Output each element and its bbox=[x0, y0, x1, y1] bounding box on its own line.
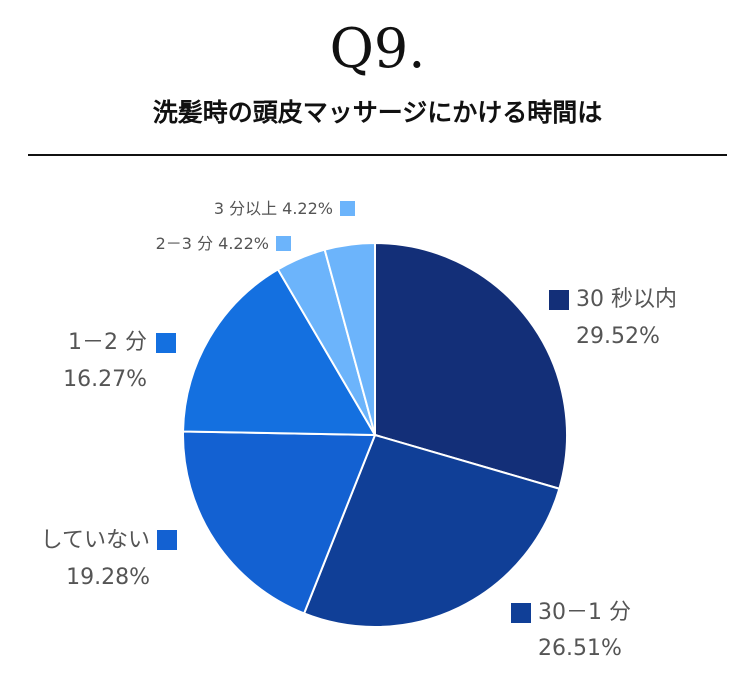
legend-swatch bbox=[157, 530, 177, 550]
legend-swatch bbox=[156, 333, 176, 353]
pie-slice bbox=[323, 241, 376, 436]
slice-label: 2－3 分 4.22% bbox=[156, 234, 269, 253]
slice-label: 3 分以上 4.22% bbox=[214, 199, 333, 218]
legend-swatch bbox=[511, 603, 531, 623]
chart-subtitle: 洗髪時の頭皮マッサージにかける時間は bbox=[152, 98, 603, 127]
slice-percent-label: 16.27% bbox=[63, 367, 147, 392]
pie-slice bbox=[374, 241, 568, 490]
question-number: Q9. bbox=[329, 17, 426, 80]
pie-labels: 30 秒以内 29.52% 30－1 分 26.51% していない 19.28% 1－2 分… bbox=[41, 199, 677, 661]
pie-slice bbox=[302, 433, 561, 628]
pie-slices bbox=[182, 241, 568, 628]
slice-name-label: 30－1 分 bbox=[538, 600, 631, 625]
slice-name-label: 30 秒以内 bbox=[576, 287, 677, 312]
slice-name-label: していない bbox=[41, 528, 150, 553]
slice-name-label: 1－2 分 bbox=[68, 330, 147, 355]
slice-percent-label: 29.52% bbox=[576, 324, 660, 349]
legend-swatch bbox=[549, 290, 569, 310]
legend-swatch bbox=[276, 236, 291, 251]
pie-slice bbox=[182, 267, 377, 437]
title-divider bbox=[28, 154, 727, 156]
legend-swatch bbox=[340, 201, 355, 216]
slice-percent-label: 26.51% bbox=[538, 636, 622, 661]
pie-slice bbox=[182, 430, 377, 615]
slice-percent-label: 19.28% bbox=[66, 565, 150, 590]
